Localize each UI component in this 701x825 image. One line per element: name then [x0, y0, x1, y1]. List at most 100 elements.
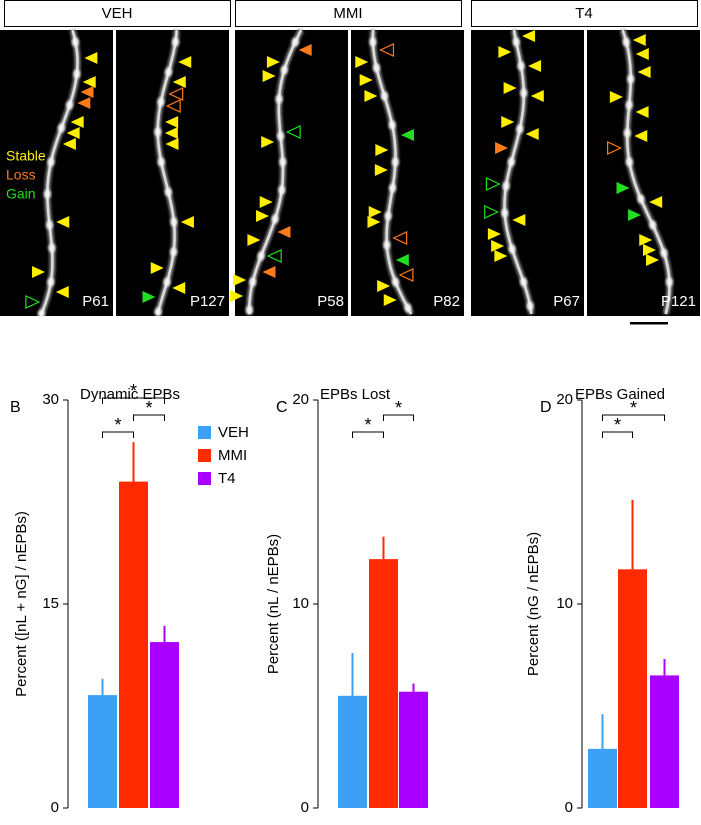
- bouton: [660, 248, 668, 258]
- bouton: [171, 37, 179, 47]
- chart-title: EPBs Lost: [320, 386, 391, 403]
- panel-label: B: [10, 399, 21, 416]
- arrowhead: [512, 214, 526, 226]
- timepoint-label: P67: [553, 293, 580, 310]
- arrowhead: [180, 216, 194, 228]
- arrowhead: [635, 106, 649, 118]
- y-tick-label: 0: [301, 799, 309, 816]
- bouton: [520, 88, 528, 98]
- arrowhead: [164, 127, 178, 139]
- micrograph: [351, 30, 464, 316]
- bouton: [271, 214, 279, 224]
- group-title: VEH: [102, 5, 133, 22]
- legend-text: Loss: [6, 167, 36, 183]
- significance-bracket: [133, 414, 165, 421]
- arrowhead: [632, 34, 646, 46]
- bouton: [502, 181, 510, 191]
- significance-label: *: [114, 415, 121, 435]
- arrowhead: [501, 116, 515, 128]
- bar: [618, 569, 647, 808]
- legend-text: VEH: [218, 424, 249, 441]
- arrowhead: [172, 76, 186, 88]
- arrowhead: [377, 280, 391, 292]
- y-tick-label: 0: [565, 799, 573, 816]
- arrowhead: [628, 209, 642, 221]
- y-tick-label: 0: [51, 799, 59, 816]
- legend-text: Gain: [6, 186, 36, 202]
- bouton: [245, 305, 253, 315]
- arrowhead: [368, 206, 382, 218]
- arrowhead: [634, 130, 648, 142]
- y-tick-label: 20: [556, 391, 573, 408]
- legend-text: MMI: [218, 447, 247, 464]
- panel-label: C: [276, 399, 288, 416]
- arrowhead: [178, 56, 192, 68]
- arrowhead: [494, 250, 508, 262]
- arrowhead: [637, 66, 651, 78]
- arrowhead: [142, 291, 156, 303]
- significance-bracket: [602, 431, 633, 438]
- arrowhead: [261, 136, 275, 148]
- bouton: [389, 183, 397, 193]
- arrowhead: [491, 240, 505, 252]
- bouton: [637, 194, 645, 204]
- bouton: [46, 220, 54, 230]
- legend-swatch: [198, 449, 211, 462]
- arrowhead: [375, 144, 389, 156]
- micrograph: [235, 30, 348, 316]
- significance-bracket: [383, 414, 414, 421]
- bouton: [526, 301, 534, 311]
- timepoint-label: P82: [433, 293, 460, 310]
- y-axis-label: Percent ([nL + nG] / nEPBs): [13, 511, 30, 697]
- bouton: [154, 127, 162, 137]
- significance-bracket: [102, 431, 134, 438]
- arrowhead: [172, 282, 186, 294]
- bar: [588, 748, 617, 808]
- legend-swatch: [198, 426, 211, 439]
- dendrite: [503, 29, 533, 315]
- timepoint-label: P121: [661, 293, 696, 310]
- y-tick-label: 10: [292, 595, 309, 612]
- bouton: [279, 157, 287, 167]
- arrowhead: [259, 196, 273, 208]
- bouton: [170, 217, 178, 227]
- bouton: [404, 303, 412, 313]
- arrowhead: [247, 234, 261, 246]
- bouton: [516, 124, 524, 134]
- arrowhead: [168, 87, 184, 101]
- bouton: [278, 185, 286, 195]
- arrowhead: [487, 228, 501, 240]
- bouton: [280, 65, 288, 75]
- bouton: [625, 100, 633, 110]
- arrowhead: [485, 177, 501, 191]
- arrowhead: [367, 216, 381, 228]
- arrowhead: [70, 116, 84, 128]
- bouton: [649, 220, 657, 230]
- bouton: [47, 277, 55, 287]
- arrowhead: [55, 286, 69, 298]
- bar: [399, 691, 428, 808]
- arrowhead: [374, 164, 388, 176]
- y-axis-label: Percent (nG / nEPBs): [525, 532, 542, 676]
- arrowhead: [233, 274, 247, 286]
- arrowhead: [383, 294, 397, 306]
- bouton: [249, 277, 257, 287]
- bar: [650, 675, 679, 808]
- bouton: [391, 277, 399, 287]
- bouton: [380, 91, 388, 101]
- group-header: [471, 0, 698, 27]
- arrowhead: [150, 262, 164, 274]
- bouton: [73, 69, 81, 79]
- arrowhead: [262, 70, 276, 82]
- chart-title: EPBs Gained: [575, 386, 665, 403]
- timepoint-label: P61: [82, 293, 109, 310]
- arrowhead: [298, 44, 312, 56]
- arrowhead: [25, 295, 41, 309]
- arrowhead: [498, 46, 512, 58]
- arrowhead: [277, 226, 291, 238]
- arrowhead: [266, 249, 282, 263]
- group-title: T4: [575, 5, 593, 22]
- arrowhead: [285, 125, 301, 139]
- micrograph: [587, 30, 700, 316]
